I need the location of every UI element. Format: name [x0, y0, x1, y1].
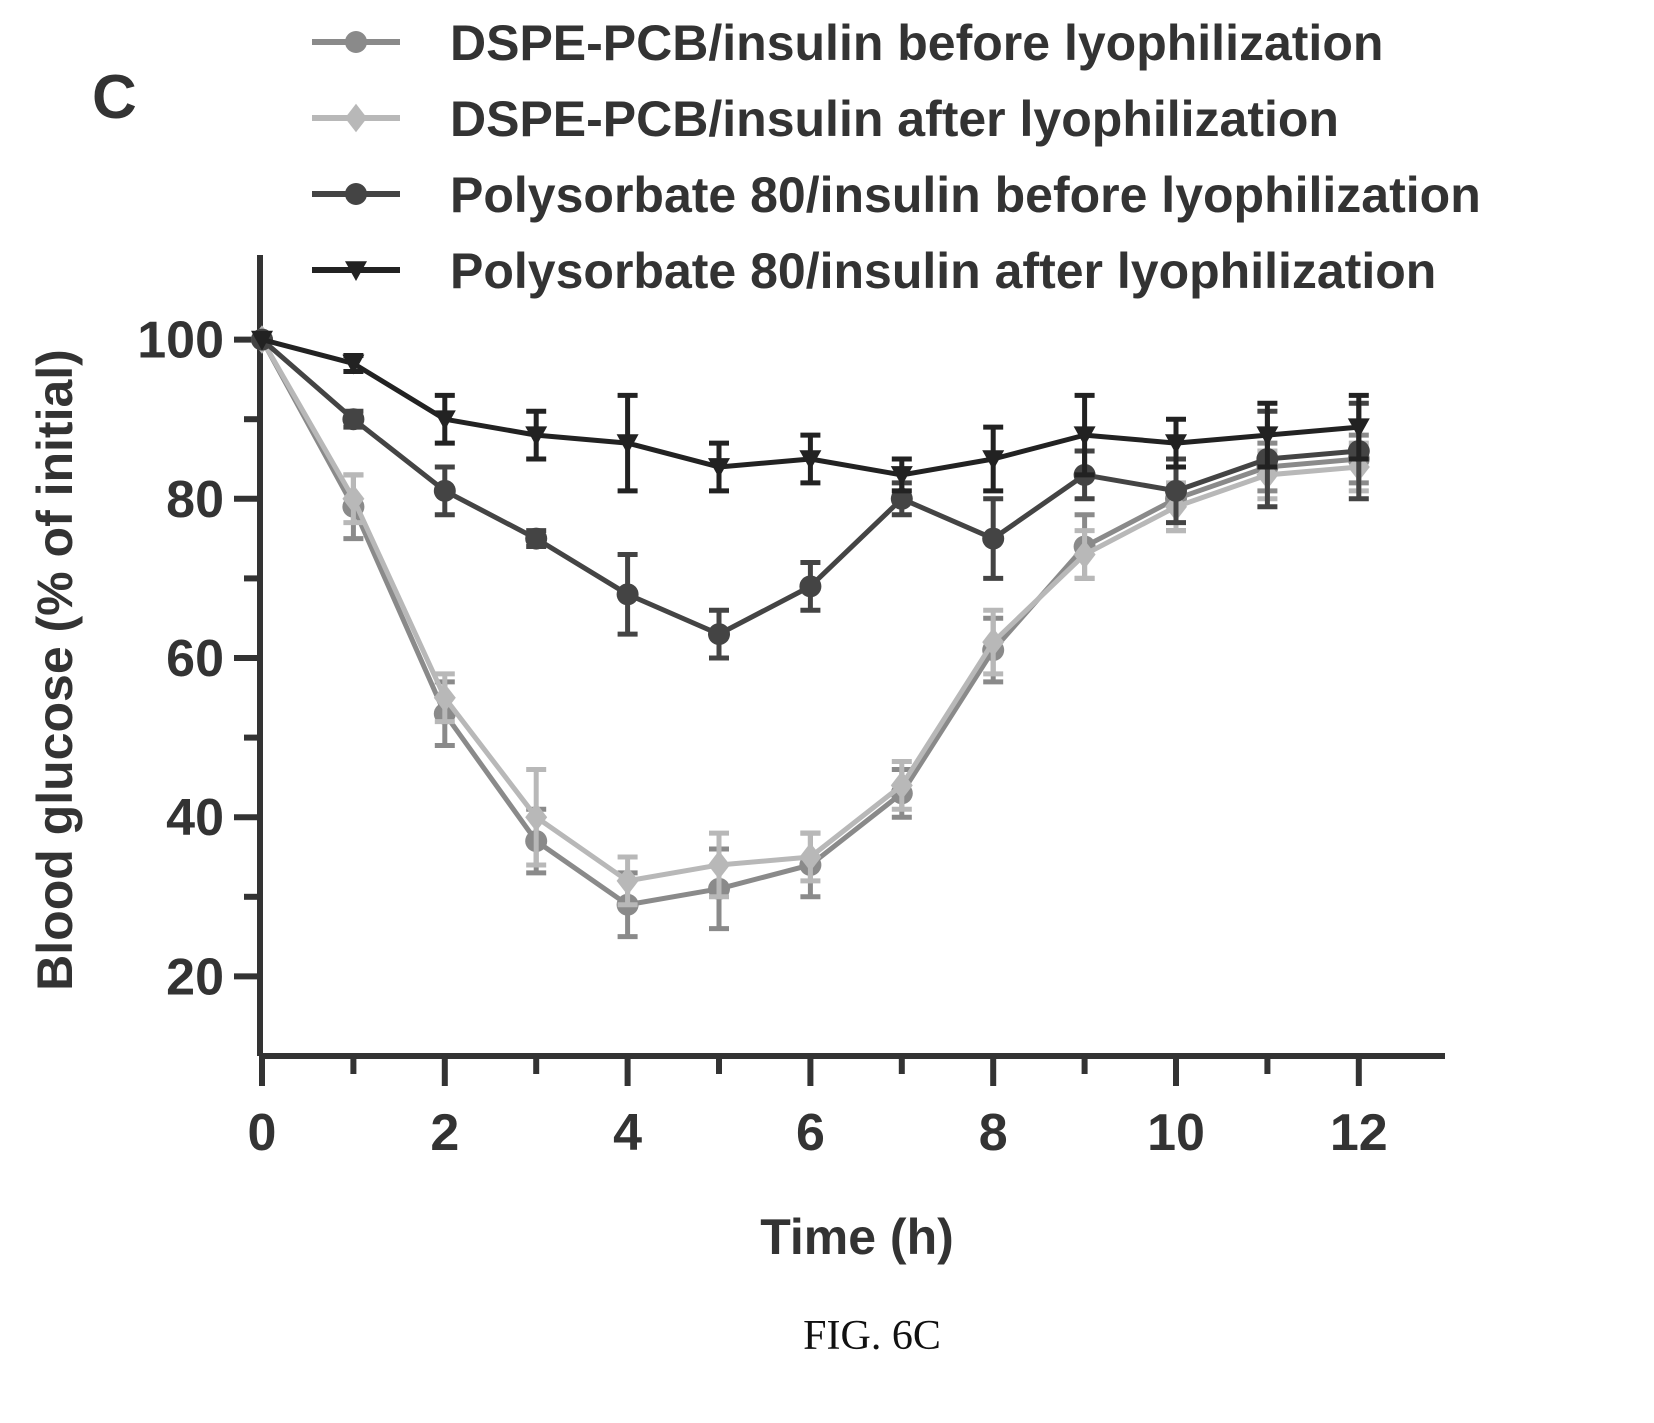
data-point: [982, 450, 1005, 470]
data-point: [708, 850, 730, 880]
data-point: [525, 802, 548, 832]
x-tick-label: 8: [979, 1104, 1008, 1162]
legend-entry: DSPE-PCB/insulin after lyophilization: [312, 91, 1339, 147]
legend-label: Polysorbate 80/insulin after lyophilizat…: [450, 243, 1436, 299]
x-tick-label: 10: [1147, 1104, 1205, 1162]
x-axis-label: Time (h): [760, 1209, 954, 1265]
data-point: [433, 410, 456, 431]
legend-label: DSPE-PCB/insulin before lyophilization: [450, 15, 1383, 71]
y-tick-label: 80: [166, 471, 224, 529]
data-point: [342, 408, 365, 431]
data-point: [342, 354, 365, 375]
data-point: [890, 771, 913, 800]
data-point: [433, 479, 456, 502]
y-axis-ticks: 20 40 60 80 100: [137, 312, 260, 1006]
data-point: [982, 527, 1005, 550]
legend-entry: Polysorbate 80/insulin after lyophilizat…: [312, 243, 1436, 299]
data-point: [799, 842, 822, 872]
series-4: [251, 330, 1370, 494]
data-point: [1347, 418, 1370, 439]
y-axis-label: Blood glucose (% of initial): [27, 349, 83, 991]
data-point: [799, 450, 822, 470]
series-layer: [251, 325, 1370, 940]
panel-label: C: [92, 63, 137, 132]
data-point: [525, 527, 548, 550]
y-tick-label: 20: [166, 948, 224, 1006]
series-3: [251, 328, 1370, 661]
data-point: [1256, 426, 1279, 447]
x-tick-label: 6: [796, 1104, 825, 1162]
x-tick-label: 2: [430, 1104, 459, 1162]
y-tick-label: 100: [137, 312, 224, 370]
data-point: [616, 434, 639, 455]
data-point: [1073, 540, 1096, 569]
legend-label: DSPE-PCB/insulin after lyophilization: [450, 91, 1339, 147]
plot-area: 20 40 60 80 100 0 2 4 6 8 10 12: [137, 255, 1445, 1162]
data-point: [525, 426, 548, 447]
data-point: [1073, 426, 1096, 447]
legend: DSPE-PCB/insulin before lyophilization DS…: [312, 15, 1481, 299]
data-point: [890, 466, 913, 486]
legend-marker: [345, 261, 367, 281]
legend-marker: [345, 103, 367, 133]
legend-marker: [345, 31, 367, 53]
data-point: [1165, 479, 1187, 502]
legend-entry: Polysorbate 80/insulin before lyophiliza…: [312, 167, 1481, 223]
data-point: [616, 866, 639, 896]
data-point: [1165, 434, 1187, 455]
data-point: [708, 458, 730, 478]
x-axis-ticks: 0 2 4 6 8 10 12: [248, 1056, 1388, 1162]
series-line: [259, 338, 1360, 908]
data-point: [251, 330, 273, 351]
x-tick-label: 0: [248, 1104, 277, 1162]
legend-marker: [345, 183, 367, 205]
legend-entry: DSPE-PCB/insulin before lyophilization: [312, 15, 1383, 71]
data-point: [616, 583, 639, 606]
legend-label: Polysorbate 80/insulin before lyophiliza…: [450, 167, 1481, 223]
y-tick-label: 60: [166, 630, 224, 688]
x-tick-label: 12: [1330, 1104, 1388, 1162]
x-tick-label: 4: [613, 1104, 642, 1162]
data-point: [982, 627, 1005, 657]
figure-caption: FIG. 6C: [803, 1313, 941, 1359]
data-point: [342, 484, 365, 514]
data-point: [799, 575, 822, 598]
data-point: [433, 683, 456, 713]
series-2: [251, 325, 1370, 908]
y-tick-label: 40: [166, 789, 224, 847]
data-point: [708, 623, 730, 646]
